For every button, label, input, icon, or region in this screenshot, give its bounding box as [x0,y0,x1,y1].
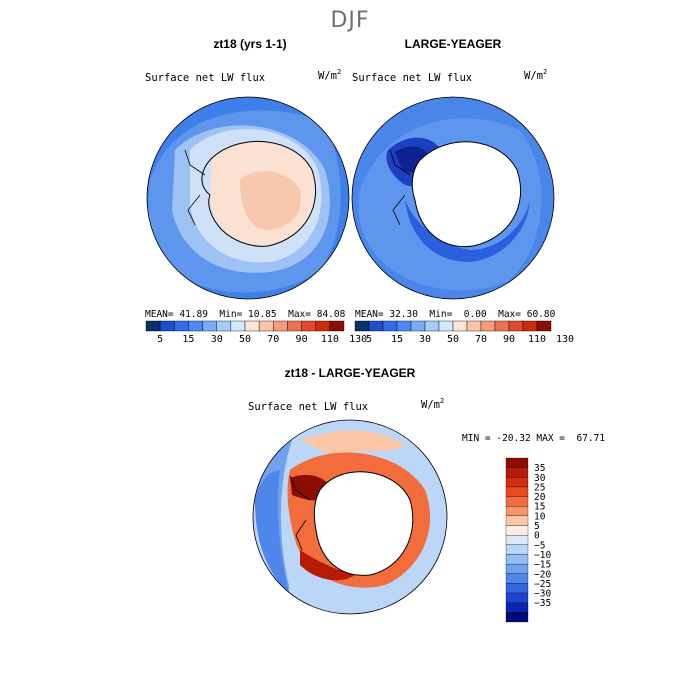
panel-3-colorbar-tick-label: 35 [534,463,545,474]
panel-3-title: zt18 - LARGE-YEAGER [284,366,416,380]
panel-2-colorbar-tick-label: 110 [528,334,546,345]
panel-2-colorbar-tick-label: 5 [366,334,372,345]
panel-2-colorbar-swatch [466,320,482,332]
panel-1-units: W/m2 [318,68,342,82]
panel-1-colorbar-tick-label: 5 [157,334,163,345]
panel-3-colorbar-swatch [505,515,529,526]
panel-2-colorbar-swatch [438,320,454,332]
map-1 [147,97,349,299]
panel-3-colorbar-swatch [505,573,529,584]
panel-1-colorbar-swatch [301,320,316,332]
panel-2-stats: MEAN= 32.30 Min= 0.00 Max= 60.80 [355,309,556,320]
panel-2-units: W/m2 [524,68,548,82]
panel-1-colorbar-tick-label: 130 [349,334,367,345]
panel-2-colorbar-tick-label: 70 [475,334,487,345]
panel-2-colorbar: 5 15 30 50 70 90 110 130 [354,320,574,345]
panel-2-colorbar-swatch [396,320,412,332]
panel-3-colorbar-tick-label: −10 [534,550,551,561]
panel-1-colorbar-swatch [202,320,217,332]
panel-1-colorbar-swatch [145,320,161,332]
panel-1-colorbar-swatch [329,320,345,332]
panel-1-colorbar-swatch [273,320,288,332]
panel-3-colorbar-tick-label: 15 [534,502,545,513]
panel-3-colorbar-swatch [505,602,529,613]
panel-3-colorbar-swatch [505,583,529,594]
panel-3-colorbar-tick-label: 25 [534,482,545,493]
panel-2-colorbar-swatch [424,320,440,332]
panel-3-colorbar-swatch [505,554,529,565]
panel-1-stats: MEAN= 41.89 Min= 10.85 Max= 84.08 [145,309,346,320]
panel-3-colorbar-swatch [505,592,529,603]
panel-3-colorbar-tick-label: −15 [534,560,551,571]
panel-2-colorbar-swatch [536,320,552,332]
panel-1-colorbar-tick-label: 70 [267,334,279,345]
panel-3-colorbar-tick-label: −30 [534,589,551,600]
panel-3-colorbar-tick-label: 0 [534,531,540,542]
panel-1-colorbar-swatch [159,320,175,332]
panel-1-colorbar-swatch [244,320,260,332]
panel-3-stats: MIN = -20.32 MAX = 67.71 [462,433,606,444]
map-2 [352,97,554,299]
panel-2-colorbar-swatch [508,320,524,332]
panel-2-colorbar-swatch [494,320,510,332]
panel-2-colorbar-tick-label: 15 [391,334,403,345]
panel-2-colorbar-tick-label: 50 [447,334,459,345]
panel-3-colorbar-swatch [505,477,529,488]
panel-2-variable-label: Surface net LW flux [352,72,473,84]
panel-3-units: W/m2 [421,397,445,411]
panel-3-colorbar-tick-label: 10 [534,511,546,522]
panel-3-colorbar-swatch [505,496,529,507]
panel-2-colorbar-swatch [382,320,398,332]
panel-3-colorbar-swatch [505,467,529,478]
panel-2-colorbar-swatch [452,320,468,332]
panel-1-colorbar-tick-label: 50 [239,334,251,345]
panel-3-colorbar-tick-label: −25 [534,579,551,590]
panel-1-colorbar-swatch [287,320,302,332]
panel-2-colorbar-swatch [522,320,538,332]
panel-3-colorbar-swatch [505,544,529,555]
panel-2-colorbar-tick-label: 130 [556,334,574,345]
panel-3-colorbar-tick-label: 30 [534,473,546,484]
panel-1-colorbar-swatch [216,320,232,332]
panel-3-colorbar-tick-label: −20 [534,569,551,580]
panel-3-colorbar-tick-label: −35 [534,598,551,609]
map-3 [253,420,447,614]
figure-title: DJF [330,8,370,33]
panel-1-colorbar-tick-label: 90 [296,334,308,345]
panel-3-colorbar-swatch [505,525,529,536]
panel-2-colorbar-swatch [410,320,426,332]
panel-1-colorbar-swatch [188,320,203,332]
panel-3-colorbar-tick-label: 5 [534,521,540,532]
panel-3-colorbar-swatch [505,612,529,623]
panel-1-colorbar-swatch [174,320,189,332]
panel-2-title: LARGE-YEAGER [404,37,502,51]
panel-2-colorbar-tick-label: 90 [503,334,515,345]
panel-3-colorbar-tick-label: −5 [534,540,545,551]
panel-1-colorbar: 5 15 30 50 70 90 110 130 [145,320,367,345]
panel-2-colorbar-swatch [368,320,384,332]
panel-3-colorbar-swatch [505,535,529,545]
panel-1-colorbar-tick-label: 110 [321,334,339,345]
panel-1-colorbar-tick-label: 30 [211,334,223,345]
panel-3-colorbar-swatch [505,506,529,517]
panel-1-colorbar-swatch [230,320,246,332]
panel-1-colorbar-tick-label: 15 [182,334,194,345]
panel-1-colorbar-swatch [258,320,274,332]
panel-3-colorbar-swatch [505,457,529,468]
panel-3-variable-label: Surface net LW flux [248,401,369,413]
panel-3-colorbar-swatch [505,563,529,574]
panel-2-colorbar-swatch [480,320,496,332]
panel-1-title: zt18 (yrs 1-1) [213,37,287,51]
panel-2-colorbar-tick-label: 30 [419,334,431,345]
panel-2-colorbar-swatch [354,320,370,332]
panel-3-colorbar-swatch [505,486,529,497]
panel-1-variable-label: Surface net LW flux [145,72,266,84]
panel-3-colorbar-tick-label: 20 [534,492,546,503]
panel-1-colorbar-swatch [315,320,331,332]
